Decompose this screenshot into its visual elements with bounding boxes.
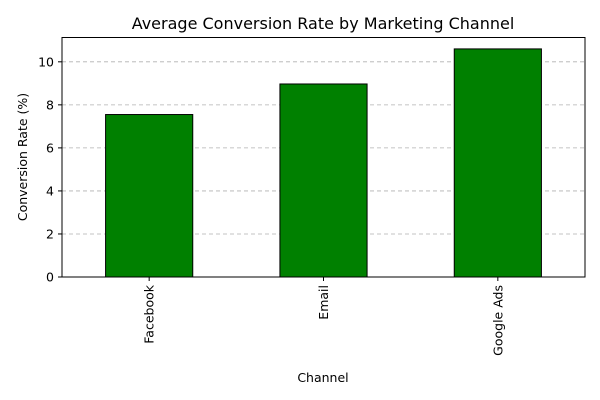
y-tick-label: 10 bbox=[38, 54, 54, 69]
bar-email bbox=[279, 83, 368, 278]
y-tick-label: 0 bbox=[46, 270, 54, 285]
x-axis-label: Channel bbox=[297, 370, 348, 385]
chart-title: Average Conversion Rate by Marketing Cha… bbox=[132, 14, 515, 33]
y-axis-label: Conversion Rate (%) bbox=[15, 93, 30, 221]
x-tick-label: Facebook bbox=[142, 284, 157, 343]
x-tick-label: Google Ads bbox=[490, 285, 505, 356]
y-tick-label: 4 bbox=[46, 183, 54, 198]
y-tick-label: 8 bbox=[46, 97, 54, 112]
x-axis-ticks: Facebook Email Google Ads bbox=[142, 277, 505, 356]
y-axis-ticks: 0 2 4 6 8 10 bbox=[38, 54, 62, 285]
y-tick-label: 2 bbox=[46, 226, 54, 241]
bars bbox=[105, 48, 542, 278]
bar-google-ads bbox=[453, 48, 542, 278]
x-tick-label: Email bbox=[316, 285, 331, 320]
bar-facebook bbox=[105, 114, 194, 278]
y-tick-label: 6 bbox=[46, 140, 54, 155]
